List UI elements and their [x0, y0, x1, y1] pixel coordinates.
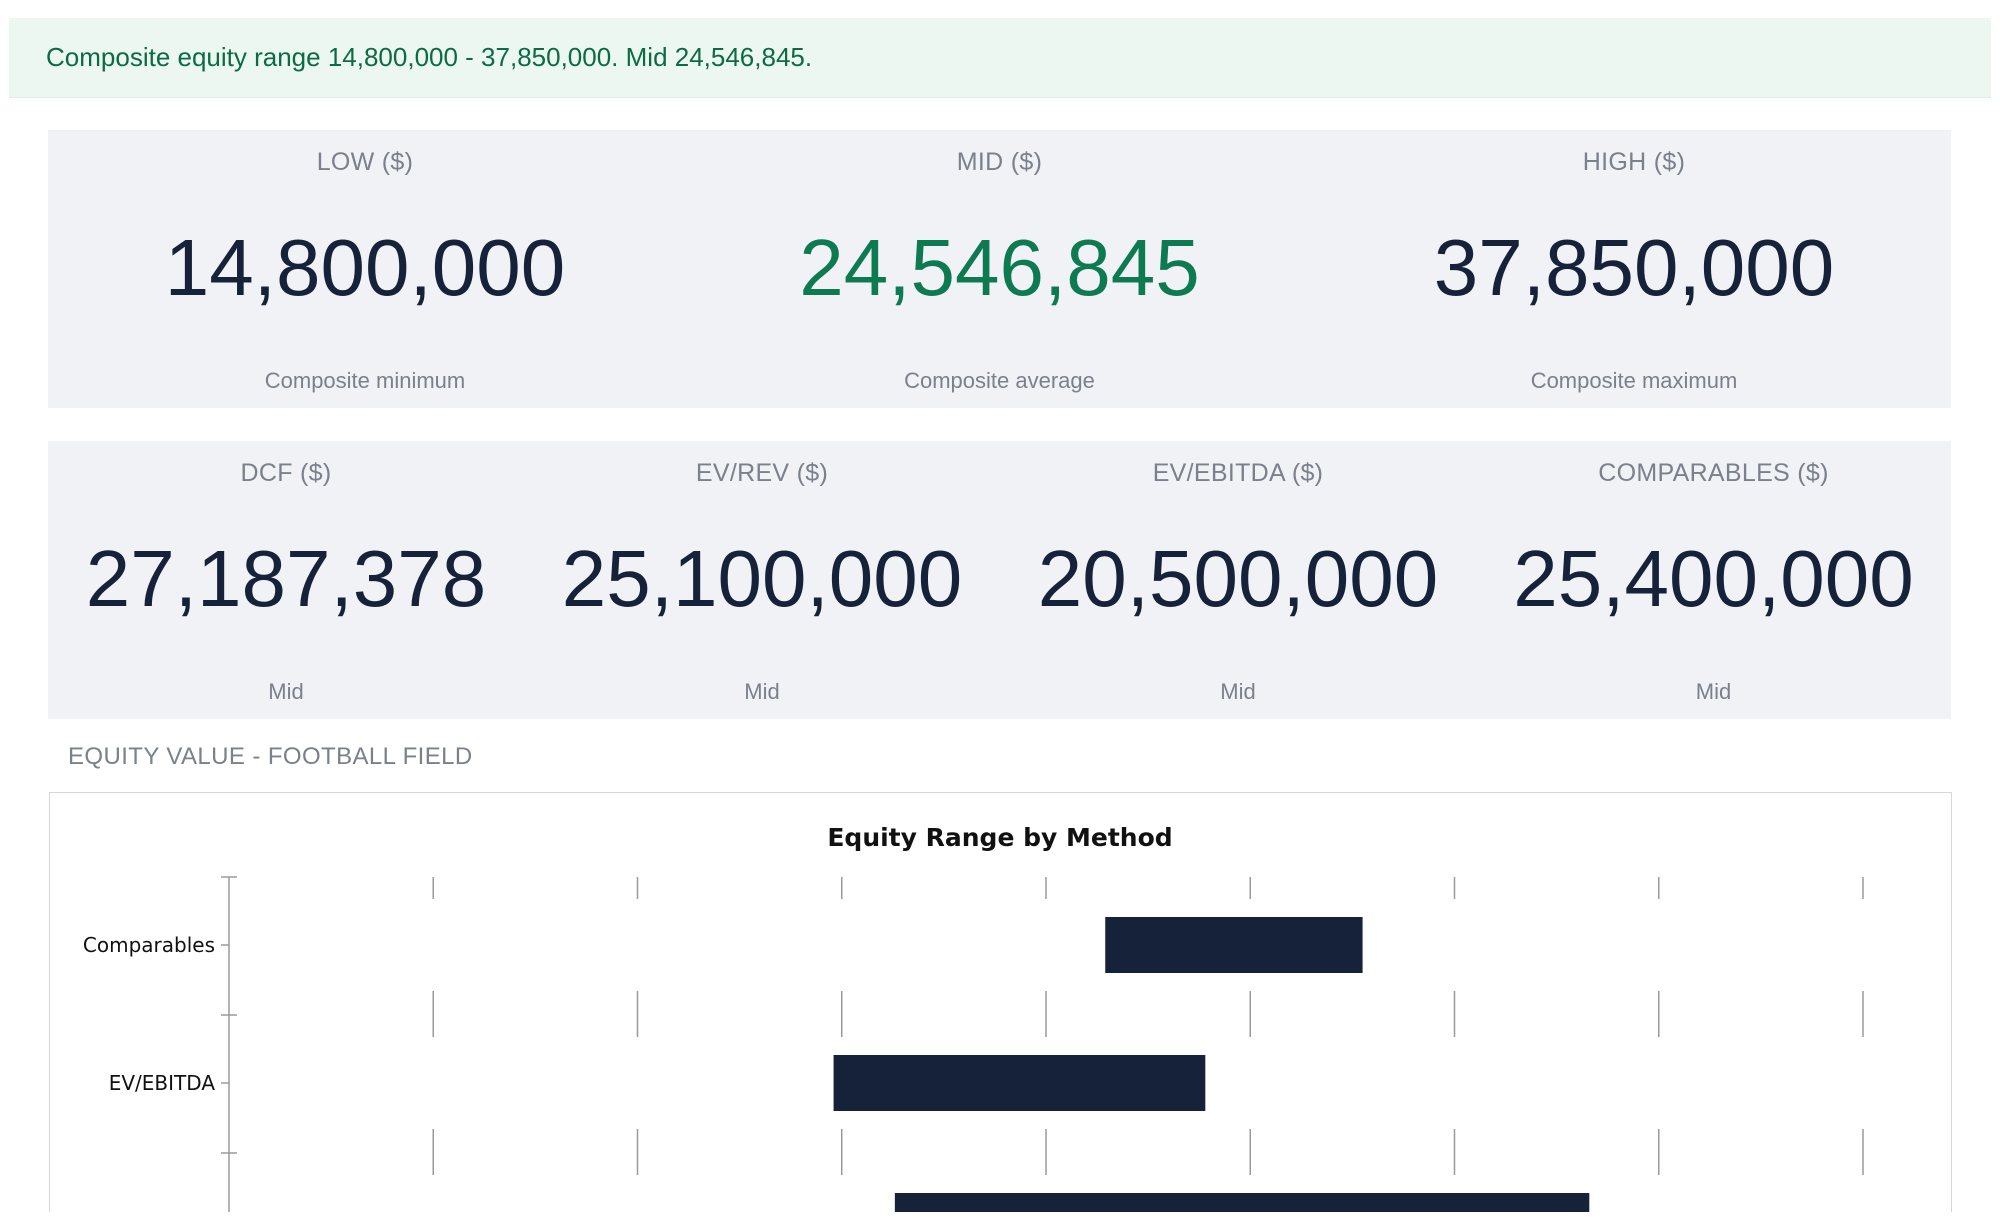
stat-caption: Mid	[268, 679, 304, 704]
range-bar	[1105, 917, 1363, 973]
stat-label: DCF ($)	[240, 459, 332, 487]
stat-mid: MID ($) 24,546,845 Composite average	[682, 130, 1317, 408]
stat-value: 27,187,378	[85, 534, 487, 623]
stat-caption: Composite minimum	[264, 368, 466, 393]
stat-caption: Mid	[1220, 679, 1256, 704]
category-label: EV/REV	[142, 1209, 216, 1212]
stat-label: LOW ($)	[316, 148, 414, 176]
stat-caption: Mid	[744, 679, 780, 704]
category-label: Comparables	[83, 933, 215, 957]
category-label: EV/EBITDA	[109, 1071, 216, 1095]
stat-value: 24,546,845	[799, 223, 1200, 312]
stat-high: HIGH ($) 37,850,000 Composite maximum	[1317, 130, 1951, 408]
stat-label: HIGH ($)	[1582, 148, 1686, 176]
stat-dcf: DCF ($) 27,187,378 Mid	[48, 441, 524, 719]
stat-ev-ebitda: EV/EBITDA ($) 20,500,000 Mid	[1000, 441, 1476, 719]
stat-value: 20,500,000	[1037, 534, 1439, 623]
stat-label: MID ($)	[956, 148, 1043, 176]
banner-text: Composite equity range 14,800,000 - 37,8…	[46, 42, 813, 72]
stat-ev-rev: EV/REV ($) 25,100,000 Mid	[524, 441, 1000, 719]
chart-svg: Equity Range by Method Comparables EV/EBI…	[83, 823, 1904, 1212]
stat-caption: Composite average	[904, 368, 1095, 393]
range-bar	[833, 1055, 1206, 1111]
status-banner: Composite equity range 14,800,000 - 37,8…	[9, 18, 1991, 98]
stat-label: EV/REV ($)	[695, 459, 829, 487]
stat-value: 25,400,000	[1513, 534, 1914, 623]
stat-value: 25,100,000	[561, 534, 963, 623]
method-values-panel: DCF ($) 27,187,378 Mid EV/REV ($) 25,100…	[48, 441, 1951, 719]
stat-label: COMPARABLES ($)	[1598, 459, 1829, 487]
range-bar	[894, 1193, 1590, 1212]
chart-title: Equity Range by Method	[827, 823, 1172, 852]
section-title: EQUITY VALUE - FOOTBALL FIELD	[68, 743, 473, 770]
stat-value: 37,850,000	[1433, 223, 1835, 312]
football-field-chart: Equity Range by Method Comparables EV/EBI…	[49, 792, 1952, 1212]
stat-caption: Composite maximum	[1530, 368, 1738, 393]
composite-summary-panel: LOW ($) 14,800,000 Composite minimum MID…	[48, 130, 1951, 408]
stat-low: LOW ($) 14,800,000 Composite minimum	[48, 130, 682, 408]
bar-row-gap	[230, 899, 1904, 991]
stat-label: EV/EBITDA ($)	[1152, 459, 1324, 487]
stat-caption: Mid	[1695, 679, 1732, 704]
stat-comparables: COMPARABLES ($) 25,400,000 Mid	[1476, 441, 1951, 719]
stat-value: 14,800,000	[164, 223, 566, 312]
